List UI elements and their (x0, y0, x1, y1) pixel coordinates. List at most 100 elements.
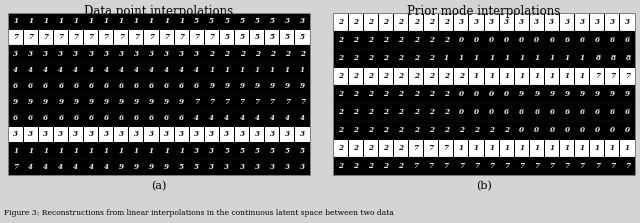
Text: 9: 9 (134, 98, 139, 106)
Bar (24, 127, 38, 142)
Text: 2: 2 (489, 126, 494, 134)
Text: 7: 7 (580, 162, 585, 170)
Bar (379, 68, 393, 85)
Text: Prior mode interpolations: Prior mode interpolations (408, 5, 561, 18)
Bar (220, 30, 234, 45)
Text: 8: 8 (595, 54, 600, 62)
Bar (8, 30, 22, 45)
Text: 2: 2 (399, 144, 403, 152)
Text: 1: 1 (504, 72, 509, 80)
Text: 3: 3 (209, 163, 214, 171)
Text: 7: 7 (625, 72, 630, 80)
Text: 5: 5 (239, 147, 244, 155)
Text: 7: 7 (444, 162, 449, 170)
Text: 9: 9 (209, 82, 214, 90)
Text: 2: 2 (368, 18, 373, 26)
Text: 1: 1 (88, 147, 93, 155)
Text: 2: 2 (353, 108, 358, 116)
Bar (220, 127, 234, 142)
Text: 3: 3 (179, 50, 184, 58)
Text: 4: 4 (239, 114, 244, 122)
Bar (333, 13, 635, 175)
Bar (265, 127, 279, 142)
Text: 1: 1 (149, 147, 154, 155)
Text: 1: 1 (610, 144, 615, 152)
Text: 3: 3 (595, 18, 600, 26)
Text: 1: 1 (564, 72, 570, 80)
Text: 1: 1 (580, 54, 585, 62)
Text: 9: 9 (58, 98, 63, 106)
Text: 3: 3 (58, 130, 63, 138)
Bar (205, 127, 219, 142)
Text: 1: 1 (534, 72, 540, 80)
Bar (296, 127, 310, 142)
Bar (394, 68, 408, 85)
Text: 3: 3 (44, 50, 48, 58)
Text: 2: 2 (383, 90, 388, 98)
Bar (189, 30, 204, 45)
Text: 1: 1 (209, 66, 214, 74)
Text: 0: 0 (534, 36, 540, 44)
Text: 2: 2 (413, 18, 419, 26)
Text: 2: 2 (209, 50, 214, 58)
Bar (38, 30, 53, 45)
Text: 0: 0 (610, 126, 615, 134)
Text: 1: 1 (534, 54, 540, 62)
Text: 0: 0 (625, 126, 630, 134)
Bar (69, 127, 83, 142)
Text: 7: 7 (610, 162, 615, 170)
Text: 2: 2 (429, 90, 434, 98)
Bar (424, 14, 438, 31)
Text: 3: 3 (300, 130, 305, 138)
Text: 2: 2 (383, 36, 388, 44)
Bar (409, 68, 423, 85)
Text: 9: 9 (74, 98, 79, 106)
Text: 4: 4 (285, 114, 290, 122)
Text: 5: 5 (269, 147, 275, 155)
Text: 2: 2 (504, 126, 509, 134)
Text: 4: 4 (195, 114, 199, 122)
Text: 1: 1 (459, 54, 464, 62)
Text: 3: 3 (134, 50, 139, 58)
Text: 3: 3 (239, 130, 244, 138)
Text: 7: 7 (195, 98, 199, 106)
Text: 5: 5 (255, 17, 260, 25)
Text: 3: 3 (285, 163, 290, 171)
Text: 4: 4 (44, 163, 48, 171)
Text: 2: 2 (429, 18, 434, 26)
Bar (409, 140, 423, 157)
Text: 7: 7 (300, 98, 305, 106)
Bar (530, 68, 544, 85)
Text: 5: 5 (285, 33, 290, 41)
Bar (349, 14, 363, 31)
Text: 6: 6 (134, 82, 139, 90)
Text: 9: 9 (519, 90, 524, 98)
Text: 9: 9 (164, 163, 169, 171)
Text: 5: 5 (179, 163, 184, 171)
Text: 4: 4 (88, 66, 93, 74)
Text: 2: 2 (383, 54, 388, 62)
Text: 2: 2 (353, 36, 358, 44)
Text: 4: 4 (134, 66, 139, 74)
Text: 7: 7 (534, 162, 540, 170)
Text: 6: 6 (104, 82, 109, 90)
Text: 1: 1 (564, 144, 570, 152)
Bar (205, 30, 219, 45)
Text: 4: 4 (195, 66, 199, 74)
Text: 7: 7 (164, 33, 169, 41)
Bar (409, 14, 423, 31)
Text: 5: 5 (300, 33, 305, 41)
Text: 4: 4 (164, 66, 169, 74)
Bar (620, 14, 634, 31)
Text: 4: 4 (300, 114, 305, 122)
Text: 0: 0 (519, 36, 524, 44)
Text: 2: 2 (368, 126, 373, 134)
Text: 4: 4 (28, 66, 33, 74)
Text: 3: 3 (44, 130, 48, 138)
Text: 3: 3 (580, 18, 585, 26)
Text: 5: 5 (269, 17, 275, 25)
Text: 6: 6 (504, 108, 509, 116)
Text: 1: 1 (74, 147, 79, 155)
Text: 3: 3 (195, 147, 199, 155)
Text: 6: 6 (610, 108, 615, 116)
